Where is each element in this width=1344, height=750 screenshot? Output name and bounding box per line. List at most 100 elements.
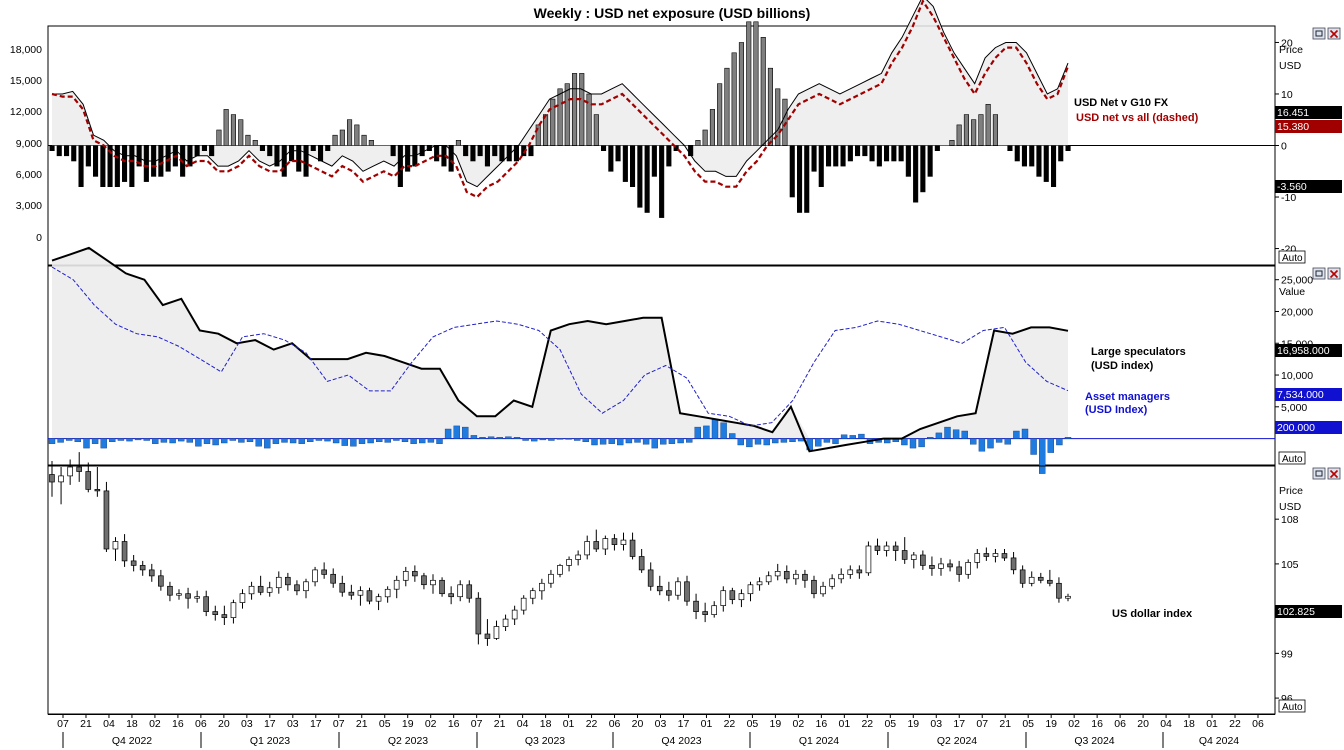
dxy-candle-body xyxy=(1065,595,1071,599)
time-day-label: 06 xyxy=(1252,718,1264,730)
panel1-restore-button[interactable] xyxy=(1312,27,1326,40)
dxy-candle-body xyxy=(312,569,318,583)
net-change-bar xyxy=(71,145,77,162)
dxy-candle-body xyxy=(112,541,119,550)
net-change-bar xyxy=(571,73,578,146)
panel3-restore-button[interactable] xyxy=(1312,467,1326,480)
panel1-right-tick: 0 xyxy=(1281,141,1287,153)
dxy-candle xyxy=(1037,572,1044,584)
dxy-candle-body xyxy=(366,590,373,602)
dxy-candle xyxy=(702,602,708,623)
dxy-candle-body xyxy=(130,560,137,566)
asset-manager-change-bar xyxy=(711,419,719,439)
dxy-candle xyxy=(802,569,808,588)
panel1-close-button[interactable] xyxy=(1327,27,1341,40)
asset-manager-change-bar xyxy=(608,438,615,444)
panel2-restore-button[interactable] xyxy=(1312,267,1326,280)
dxy-candle xyxy=(820,581,826,597)
asset-manager-change-bar xyxy=(169,438,176,444)
panel2-auto-button[interactable]: Auto xyxy=(1278,451,1306,465)
dxy-candle xyxy=(248,581,255,600)
dxy-candle-body xyxy=(1037,576,1044,581)
net-change-bar xyxy=(463,145,469,157)
asset-manager-change-bar xyxy=(91,438,99,444)
net-change-bar xyxy=(760,36,766,146)
net-change-bar xyxy=(775,88,781,146)
asset-manager-change-bar xyxy=(539,438,546,441)
dxy-candle xyxy=(230,599,237,624)
panel3-right-tick: 96 xyxy=(1281,693,1293,705)
asset-manager-change-bar xyxy=(720,422,727,439)
dxy-candle-body xyxy=(865,545,872,574)
net-change-bar xyxy=(629,145,636,188)
net-change-bar xyxy=(136,145,142,167)
asset-manager-change-bar xyxy=(74,438,82,443)
net-change-bar xyxy=(484,145,491,167)
dxy-candle xyxy=(330,568,336,588)
dxy-candle-body xyxy=(430,579,436,586)
dxy-candle xyxy=(656,575,663,596)
dxy-candle-body xyxy=(49,474,55,483)
dxy-candle xyxy=(493,620,500,640)
time-day-label: 19 xyxy=(1045,718,1057,730)
asset-manager-change-bar xyxy=(203,438,211,444)
usd-net-all-line xyxy=(51,0,1070,199)
net-change-bar xyxy=(963,114,970,146)
dxy-candle-body xyxy=(783,571,790,580)
net-change-bar xyxy=(397,145,403,188)
time-day-label: 21 xyxy=(999,718,1011,730)
asset-manager-change-bar xyxy=(496,437,503,439)
net-change-bar xyxy=(143,145,149,182)
net-change-bar xyxy=(303,145,309,177)
dxy-candle xyxy=(502,614,509,631)
net-change-bar xyxy=(891,145,897,162)
asset-manager-change-bar xyxy=(909,438,917,449)
dxy-candle xyxy=(94,467,101,497)
net-change-bar xyxy=(796,145,803,213)
annotation-dxy: US dollar index xyxy=(1112,608,1193,620)
dxy-candle xyxy=(983,547,990,561)
time-day-label: 22 xyxy=(861,718,873,730)
net-change-bar xyxy=(223,109,229,146)
dxy-candle xyxy=(139,560,146,576)
dxy-candle-body xyxy=(1010,557,1017,571)
panel3-close-button[interactable] xyxy=(1327,467,1341,480)
annotation-all: USD net vs all (dashed) xyxy=(1076,112,1199,124)
dxy-candle xyxy=(1065,593,1071,602)
time-day-label: 21 xyxy=(494,718,506,730)
net-change-bar xyxy=(622,145,628,182)
dxy-candle-body xyxy=(393,579,400,590)
dxy-candle-body xyxy=(629,539,636,557)
asset-manager-change-bar xyxy=(1030,438,1037,455)
dxy-candle xyxy=(856,565,863,579)
tag-specs-value: 16,958.000 xyxy=(1277,345,1330,357)
dxy-candle xyxy=(121,534,128,567)
net-change-bar xyxy=(978,114,984,146)
time-day-label: 06 xyxy=(609,718,621,730)
dxy-candle xyxy=(711,601,717,618)
panel3-auto-button[interactable]: Auto xyxy=(1278,699,1306,713)
panel2-close-button[interactable] xyxy=(1327,267,1341,280)
tag-change-value: -3.560 xyxy=(1277,181,1307,193)
net-change-bar xyxy=(557,88,563,146)
asset-manager-change-bar xyxy=(789,438,796,443)
dxy-candle-body xyxy=(1019,569,1026,584)
net-change-bar xyxy=(492,145,498,157)
usd-net-g10-line xyxy=(52,0,1069,188)
dxy-candle xyxy=(765,571,772,585)
dxy-candle-body xyxy=(892,545,899,551)
net-change-bar xyxy=(114,145,120,188)
time-day-label: 17 xyxy=(264,718,276,730)
time-day-label: 19 xyxy=(402,718,414,730)
net-change-bar xyxy=(542,114,549,146)
net-change-bar xyxy=(956,124,962,146)
net-change-bar xyxy=(1036,145,1042,177)
dxy-candle-body xyxy=(965,562,971,575)
dxy-candle xyxy=(148,563,155,582)
net-change-bar xyxy=(513,145,520,162)
net-change-bar xyxy=(230,114,236,146)
dxy-candle-body xyxy=(920,554,926,566)
panel3-tag: 102.825 xyxy=(1275,605,1342,618)
dxy-candle xyxy=(194,590,200,603)
panel1-auto-button[interactable]: Auto xyxy=(1278,250,1306,264)
